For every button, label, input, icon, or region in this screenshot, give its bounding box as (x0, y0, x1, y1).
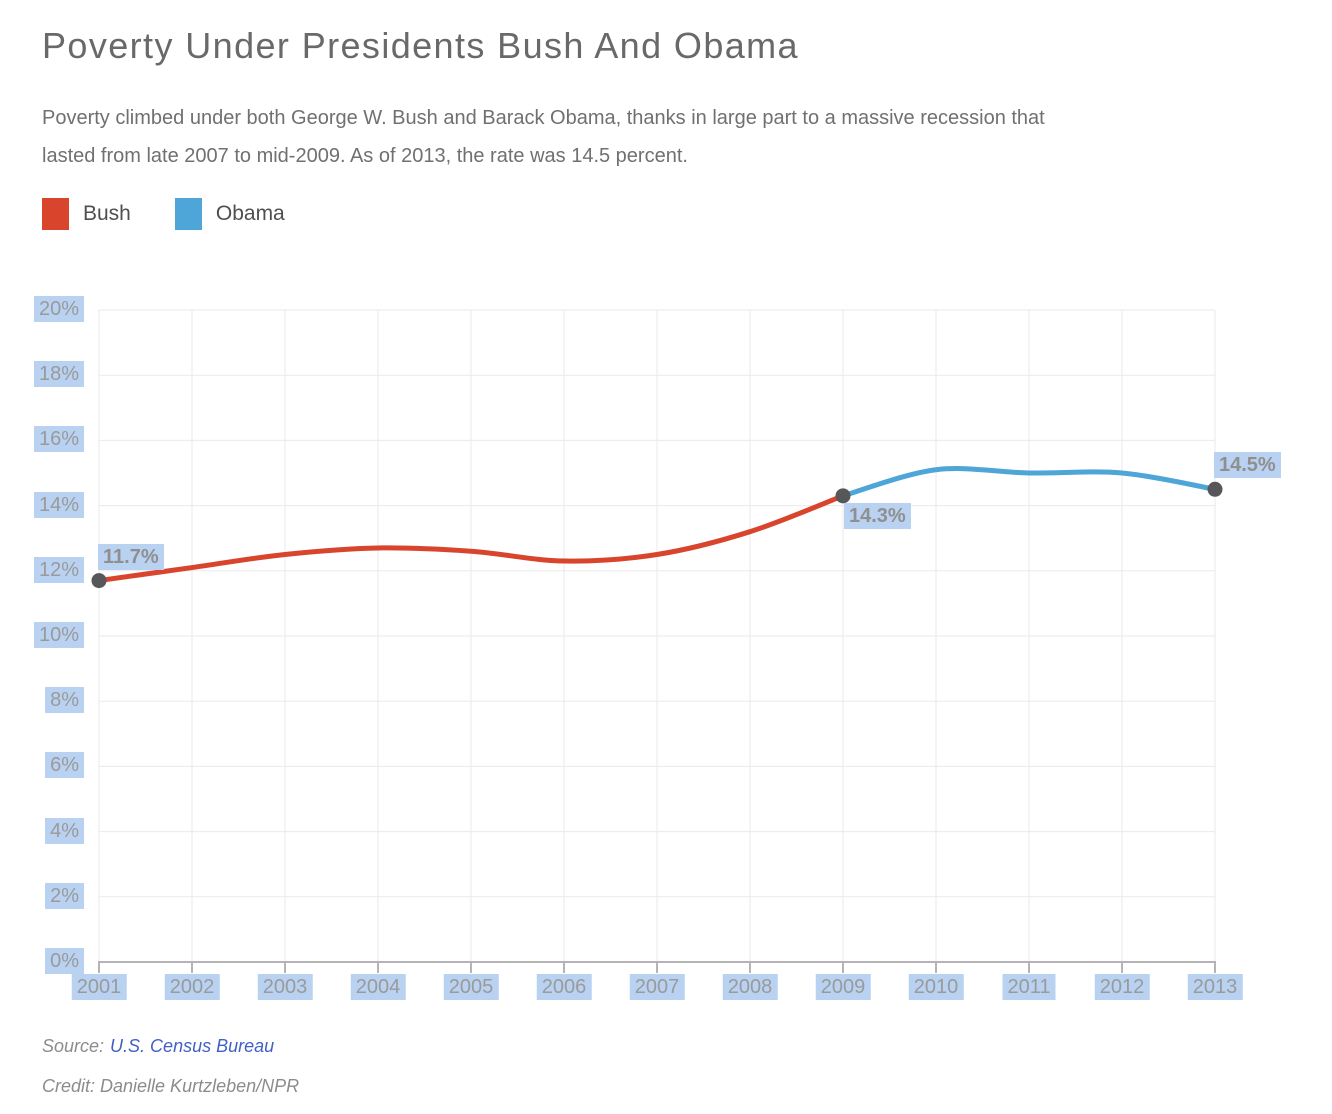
legend-item-obama: Obama (174, 198, 285, 230)
legend-swatch-obama (174, 198, 202, 230)
series-line-bush (96, 493, 846, 584)
subtitle-line-2: lasted from late 2007 to mid-2009. As of… (42, 145, 688, 167)
chart-subtitle: Poverty climbed under both George W. Bus… (42, 99, 1045, 175)
credit-line: Credit: Danielle Kurtzleben/NPR (42, 1076, 300, 1096)
data-point-marker (91, 573, 107, 589)
legend-label-bush: Bush (83, 202, 131, 225)
legend: Bush Obama (42, 198, 329, 230)
series-line-obama (840, 466, 1218, 499)
source-label: Source: (42, 1036, 105, 1056)
page-title: Poverty Under Presidents Bush And Obama (42, 25, 799, 66)
data-point-marker (835, 488, 851, 504)
source-link[interactable]: U.S. Census Bureau (110, 1036, 275, 1056)
data-point-marker (1207, 481, 1223, 497)
legend-label-obama: Obama (215, 202, 285, 225)
legend-item-bush: Bush (42, 198, 131, 230)
legend-swatch-bush (42, 198, 69, 230)
subtitle-line-1: Poverty climbed under both George W. Bus… (42, 107, 1045, 129)
source-line: Source: U.S. Census Bureau (42, 1036, 274, 1057)
